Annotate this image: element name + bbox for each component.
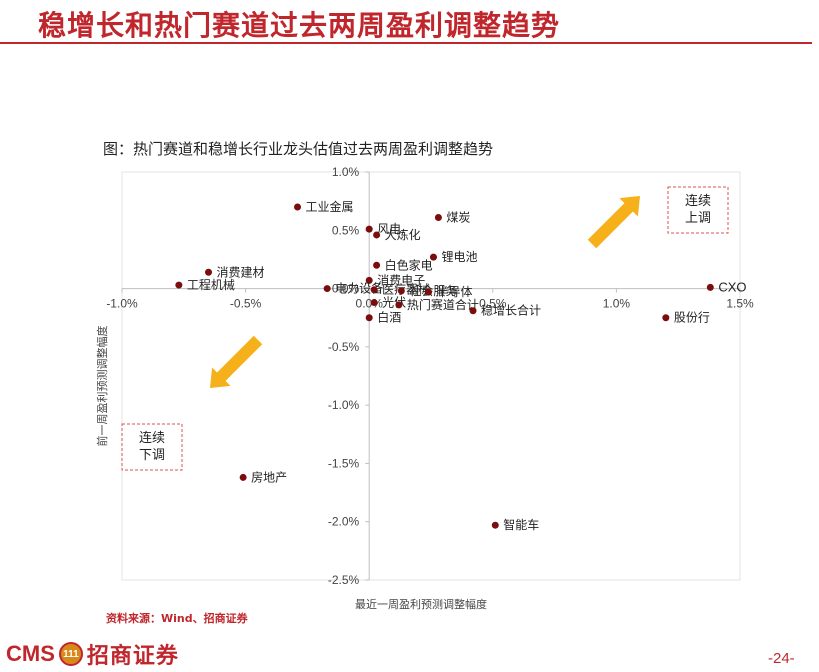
y-tick-label: 1.0% xyxy=(332,165,360,179)
y-tick-label: -0.5% xyxy=(328,340,360,354)
data-point-label: CXO xyxy=(718,279,746,294)
data-point xyxy=(370,286,378,294)
company-logo: CMS 111 招商证券 xyxy=(6,640,179,669)
data-point xyxy=(205,268,213,276)
data-point-label: 电力设备 xyxy=(335,282,383,296)
data-point-label: 煤炭 xyxy=(446,210,470,224)
y-tick-label: -1.0% xyxy=(328,398,360,412)
source-note: 资料来源：Wind、招商证券 xyxy=(106,612,248,625)
data-point-label: 风电 xyxy=(377,222,401,236)
x-axis-title: 最近一周盈利预测调整幅度 xyxy=(355,597,487,611)
y-tick-label: -2.5% xyxy=(328,573,360,587)
data-point-label: 稳增长合计 xyxy=(481,303,541,318)
data-point-label: 医疗器械 xyxy=(382,282,430,297)
data-point-label: 消费电子 xyxy=(377,273,425,287)
arrow-up-right-icon xyxy=(587,196,640,249)
logo-company-name: 招商证券 xyxy=(86,644,179,669)
data-point xyxy=(294,203,302,211)
x-tick-label: -0.5% xyxy=(230,297,262,311)
data-point-label: 智能车 xyxy=(503,517,539,532)
arrow-down-left-icon xyxy=(210,335,263,388)
annotation-downward-box-text: 下调 xyxy=(139,448,165,463)
y-tick-label: -2.0% xyxy=(328,515,360,529)
data-point-label: 大炼化 xyxy=(385,227,421,242)
y-axis-title: 前一周盈利预测调整幅度 xyxy=(95,326,109,447)
title-divider xyxy=(0,42,812,44)
data-point xyxy=(323,285,331,293)
data-point-label: 社会服务 xyxy=(409,283,457,298)
x-tick-label: 0.0% xyxy=(356,297,384,311)
data-point xyxy=(662,314,670,322)
annotation-upward-box-text: 连续 xyxy=(685,193,711,209)
annotation-upward-box-text: 上调 xyxy=(685,211,711,226)
data-point xyxy=(706,283,714,291)
data-point-label: 锂电池 xyxy=(441,249,477,264)
data-point-label: 光伏 xyxy=(382,296,406,310)
data-point xyxy=(491,521,499,529)
page-title: 稳增长和热门赛道过去两周盈利调整趋势 xyxy=(38,9,561,42)
data-point xyxy=(434,213,442,221)
data-point xyxy=(373,261,381,269)
data-point xyxy=(365,314,373,322)
y-tick-label: -1.5% xyxy=(328,456,360,470)
data-point-label: 白酒 xyxy=(377,310,401,325)
data-point-label: 半导体 xyxy=(437,285,473,299)
data-point xyxy=(469,307,477,315)
data-point xyxy=(175,281,183,289)
data-point-label: 工业金属 xyxy=(306,199,354,214)
data-point-label: 热门赛道合计 xyxy=(407,297,479,312)
annotation-upward-box xyxy=(667,186,729,234)
data-point xyxy=(425,288,433,296)
annotation-downward-box xyxy=(121,423,183,471)
y-tick-label: 0.5% xyxy=(332,223,360,237)
data-point xyxy=(397,287,405,295)
data-point xyxy=(239,473,247,481)
data-point-label: 工程机械 xyxy=(187,277,235,292)
logo-cms-text: CMS xyxy=(6,641,55,666)
data-point-label: 消费建材 xyxy=(217,265,265,279)
data-point xyxy=(365,225,373,233)
data-point xyxy=(395,301,403,309)
x-tick-label: 0.5% xyxy=(479,297,507,311)
x-tick-label: 1.0% xyxy=(603,297,631,311)
data-point xyxy=(365,276,373,284)
data-point xyxy=(373,231,381,239)
data-point xyxy=(429,253,437,261)
page-number: -24- xyxy=(768,650,795,667)
plot-frame xyxy=(121,171,741,581)
y-tick-label: 0.0% xyxy=(332,282,360,296)
x-tick-label: 1.5% xyxy=(726,297,754,311)
data-point-label: 房地产 xyxy=(251,469,287,484)
figure-title: 图：热门赛道和稳增长行业龙头估值过去两周盈利调整趋势 xyxy=(103,140,494,158)
logo-badge-icon: 111 xyxy=(58,642,83,666)
data-point-label: 白色家电 xyxy=(385,257,433,272)
annotation-downward-box-text: 连续 xyxy=(139,430,165,446)
x-tick-label: -1.0% xyxy=(106,297,138,311)
data-point xyxy=(370,299,378,307)
data-point-label: 股份行 xyxy=(674,311,710,325)
